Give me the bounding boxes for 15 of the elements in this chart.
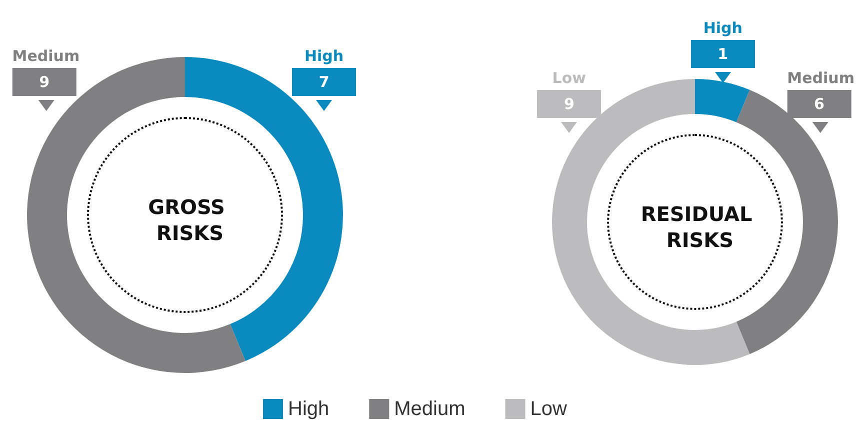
data-label: 9 <box>12 68 76 96</box>
data-label: 6 <box>787 90 852 118</box>
slice-label: Low <box>552 69 586 87</box>
text: GROSS RISKS <box>148 195 232 245</box>
slice-label: High <box>703 19 742 37</box>
data-label: 7 <box>292 68 356 96</box>
text: RESIDUAL RISKS <box>640 202 760 252</box>
slice-label: High <box>304 47 344 65</box>
legend-label: Medium <box>394 398 466 420</box>
slice-label: Medium <box>12 47 80 65</box>
slice-label: Medium <box>787 69 854 87</box>
data-label: 1 <box>690 40 755 68</box>
data-label: 9 <box>537 90 602 118</box>
legend-label: Low <box>530 398 568 420</box>
legend-label: High <box>288 398 330 420</box>
